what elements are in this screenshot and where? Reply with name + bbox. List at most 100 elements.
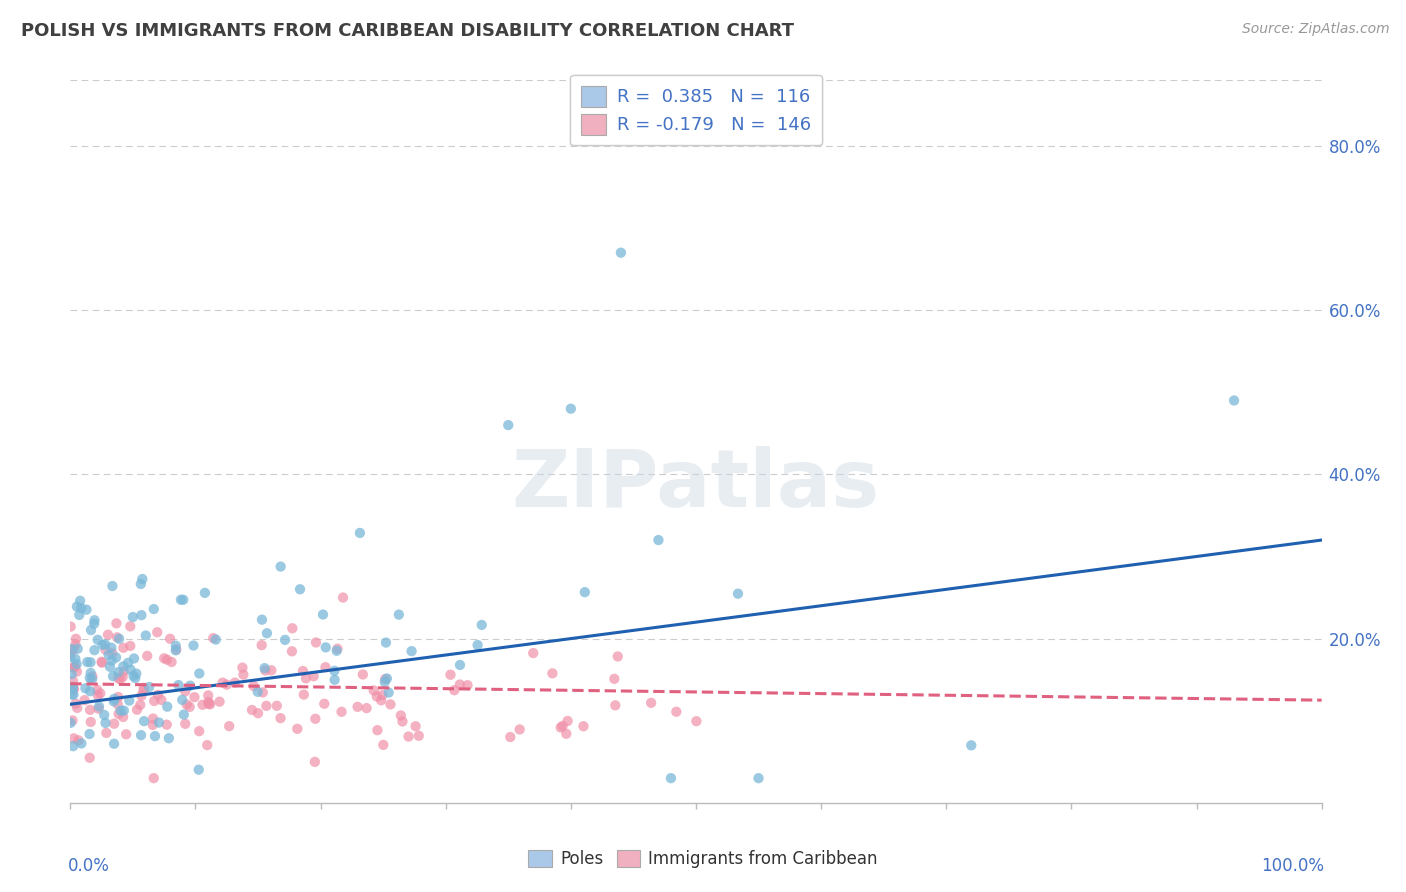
Point	[174, 716, 197, 731]
Point	[62, 681, 84, 696]
Point	[165, 639, 187, 653]
Point	[370, 693, 392, 707]
Point	[129, 728, 152, 742]
Point	[107, 690, 129, 704]
Point	[172, 592, 194, 607]
Point	[66, 701, 89, 715]
Point	[75, 602, 97, 616]
Text: ZIPatlas: ZIPatlas	[512, 446, 880, 524]
Point	[75, 681, 97, 696]
Point	[509, 723, 531, 737]
Point	[112, 710, 135, 724]
Point	[659, 771, 682, 785]
Point	[70, 736, 93, 750]
Point	[112, 640, 135, 655]
Point	[291, 664, 314, 678]
Point	[610, 245, 633, 260]
Point	[125, 666, 148, 681]
Point	[60, 642, 83, 657]
Point	[314, 660, 336, 674]
Point	[305, 635, 328, 649]
Point	[142, 712, 165, 726]
Point	[112, 659, 135, 673]
Point	[65, 637, 87, 651]
Point	[65, 697, 87, 711]
Point	[330, 705, 353, 719]
Point	[183, 690, 205, 705]
Point	[120, 639, 142, 653]
Point	[640, 696, 662, 710]
Point	[146, 625, 169, 640]
Point	[266, 698, 288, 713]
Point	[188, 666, 211, 681]
Point	[285, 722, 308, 736]
Point	[132, 684, 155, 698]
Point	[62, 731, 84, 746]
Point	[363, 683, 385, 698]
Point	[197, 697, 219, 711]
Point	[389, 708, 412, 723]
Point	[557, 714, 579, 728]
Point	[202, 631, 225, 645]
Point	[59, 619, 82, 633]
Point	[103, 691, 125, 706]
Point	[323, 664, 346, 678]
Point	[79, 655, 101, 669]
Point	[349, 525, 371, 540]
Point	[325, 644, 347, 658]
Legend: Poles, Immigrants from Caribbean: Poles, Immigrants from Caribbean	[522, 843, 884, 875]
Point	[254, 698, 277, 713]
Point	[107, 671, 129, 685]
Text: 0.0%: 0.0%	[67, 857, 110, 875]
Point	[142, 771, 165, 785]
Point	[101, 669, 124, 683]
Point	[94, 715, 117, 730]
Point	[232, 667, 254, 681]
Point	[67, 733, 90, 747]
Point	[94, 642, 117, 657]
Point	[254, 664, 277, 678]
Point	[187, 763, 209, 777]
Point	[240, 703, 263, 717]
Point	[165, 643, 187, 657]
Point	[117, 656, 139, 670]
Point	[1223, 393, 1246, 408]
Point	[603, 672, 626, 686]
Point	[108, 672, 131, 686]
Point	[59, 715, 82, 730]
Point	[391, 714, 413, 729]
Point	[218, 719, 240, 733]
Point	[250, 638, 273, 652]
Point	[252, 685, 274, 699]
Point	[66, 641, 89, 656]
Point	[107, 706, 129, 721]
Point	[110, 704, 132, 718]
Point	[195, 738, 218, 752]
Point	[83, 616, 105, 631]
Point	[65, 657, 87, 671]
Point	[103, 737, 125, 751]
Point	[292, 688, 315, 702]
Point	[87, 688, 110, 702]
Point	[270, 559, 292, 574]
Point	[82, 669, 104, 683]
Point	[374, 674, 396, 689]
Point	[79, 727, 101, 741]
Point	[62, 739, 84, 753]
Point	[105, 650, 128, 665]
Point	[80, 665, 103, 680]
Point	[156, 653, 179, 667]
Point	[160, 655, 183, 669]
Point	[153, 651, 176, 665]
Point	[111, 670, 134, 684]
Text: Source: ZipAtlas.com: Source: ZipAtlas.com	[1241, 22, 1389, 37]
Point	[191, 698, 214, 712]
Point	[135, 628, 157, 642]
Point	[79, 671, 101, 685]
Point	[405, 719, 427, 733]
Point	[314, 697, 336, 711]
Text: POLISH VS IMMIGRANTS FROM CARIBBEAN DISABILITY CORRELATION CHART: POLISH VS IMMIGRANTS FROM CARIBBEAN DISA…	[21, 22, 794, 40]
Point	[179, 699, 201, 714]
Point	[346, 699, 368, 714]
Point	[107, 665, 129, 680]
